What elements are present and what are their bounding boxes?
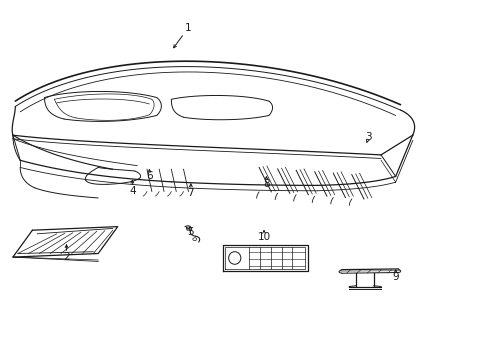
Text: 6: 6	[146, 171, 152, 181]
Text: 8: 8	[263, 179, 269, 189]
Text: 10: 10	[257, 232, 270, 242]
Text: 4: 4	[129, 186, 135, 196]
Text: 3: 3	[365, 132, 371, 142]
Text: 9: 9	[391, 272, 398, 282]
Text: 2: 2	[63, 252, 70, 262]
Text: 1: 1	[185, 23, 191, 33]
Text: 7: 7	[187, 188, 194, 198]
Text: 5: 5	[187, 227, 194, 237]
